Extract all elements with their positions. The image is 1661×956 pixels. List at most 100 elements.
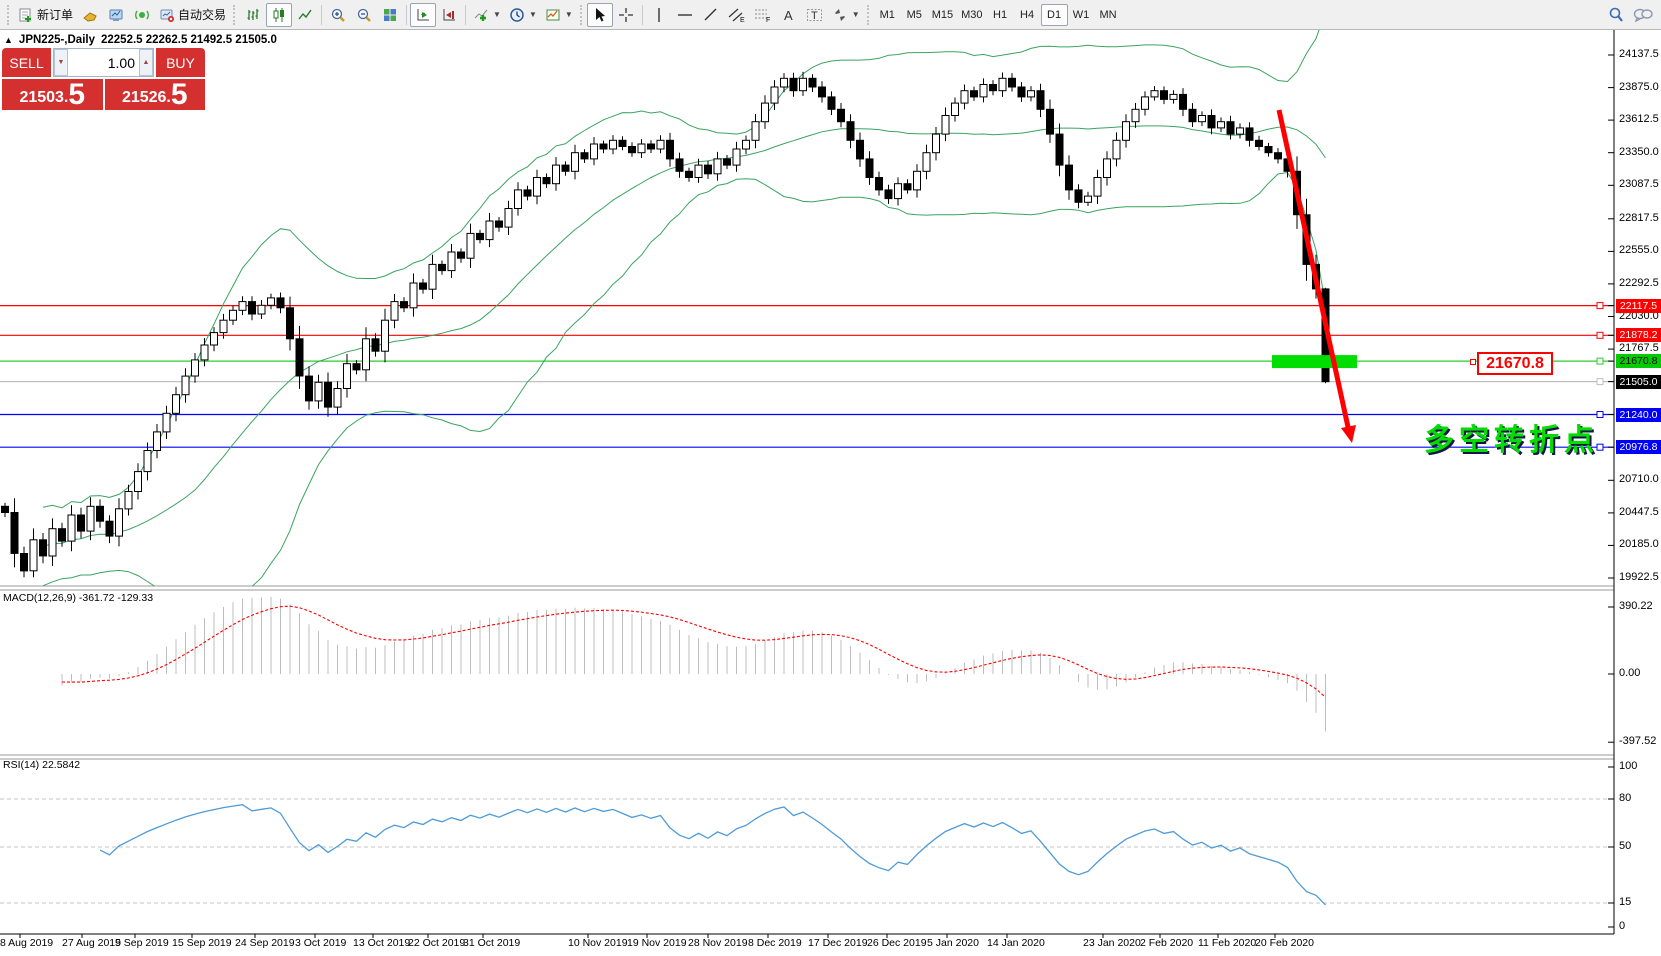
date-tick-label: 26 Dec 2019 — [867, 937, 927, 949]
arrows-button[interactable]: ▼ — [828, 3, 864, 27]
vertical-line-icon — [658, 7, 660, 22]
chart-window: ▲ JPN225-,Daily 22252.5 22262.5 21492.5 … — [0, 30, 1661, 956]
search-button[interactable] — [1603, 3, 1629, 27]
chevron-down-icon[interactable]: ▼ — [851, 10, 860, 19]
turning-point-note[interactable]: 多空转折点 — [1424, 424, 1599, 457]
auto-trading-label: 自动交易 — [178, 8, 227, 22]
volume-up-button[interactable]: ▲ — [139, 49, 153, 76]
fibonacci-icon: F — [754, 9, 770, 23]
candlestick-chart-button[interactable] — [266, 2, 293, 27]
cursor-icon — [595, 7, 605, 21]
buy-price[interactable]: 21526. 5 — [104, 79, 205, 110]
date-tick-label: 24 Sep 2019 — [235, 937, 295, 949]
price-level-badge: 22117.5 — [1616, 299, 1661, 313]
text-label-button[interactable]: T — [802, 3, 828, 27]
zoom-in-button[interactable] — [325, 3, 351, 27]
search-icon — [1609, 7, 1623, 22]
date-tick-label: 27 Aug 2019 — [62, 937, 121, 949]
charts-window-button[interactable] — [103, 3, 129, 27]
templates-button[interactable]: ▼ — [541, 3, 577, 27]
new-order-label: 新订单 — [37, 8, 74, 22]
date-tick-label: 17 Dec 2019 — [808, 937, 868, 949]
sell-price-main: 21503. — [19, 88, 69, 106]
horizontal-line-button[interactable] — [672, 3, 698, 27]
line-chart-button[interactable] — [292, 3, 318, 27]
volume-value[interactable]: 1.00 — [107, 54, 135, 71]
tab-m15[interactable]: M15 — [931, 8, 954, 21]
candlestick-chart-icon — [273, 7, 285, 22]
svg-text:A: A — [784, 8, 793, 23]
chart-shift-button[interactable] — [436, 3, 462, 27]
zoom-out-icon — [357, 8, 371, 22]
price-tick-label: 20710.0 — [1619, 473, 1659, 485]
vertical-line-button[interactable] — [646, 3, 672, 27]
chat-button[interactable] — [1629, 3, 1657, 27]
auto-trading-icon — [160, 9, 175, 22]
date-tick-label: 22 Oct 2019 — [408, 937, 466, 949]
toolbar-grip[interactable] — [233, 4, 237, 25]
toolbar-grip[interactable] — [7, 4, 11, 25]
toolbar-grip[interactable] — [579, 4, 584, 25]
crosshair-button[interactable] — [613, 3, 639, 27]
hline-handle[interactable] — [1470, 359, 1476, 365]
trendline-icon — [704, 8, 717, 20]
price-level-flag[interactable]: 21670.8 — [1477, 352, 1553, 375]
buy-button[interactable]: BUY — [156, 48, 205, 77]
date-tick-label: 11 Feb 2020 — [1198, 937, 1257, 949]
crosshair-icon — [618, 7, 633, 22]
rsi-tick-label: 0 — [1619, 920, 1626, 932]
trendline-button[interactable] — [698, 3, 724, 27]
sell-price[interactable]: 21503. 5 — [2, 79, 103, 110]
new-order-button[interactable]: 新订单 — [14, 3, 77, 27]
ohlc-values: 22252.5 22262.5 21492.5 21505.0 — [101, 34, 277, 46]
tab-h4[interactable]: H4 — [1020, 8, 1035, 21]
signals-button[interactable] — [129, 3, 155, 27]
date-tick-label: 5 Jan 2020 — [927, 937, 979, 949]
zoom-out-button[interactable] — [351, 3, 377, 27]
svg-text:E: E — [740, 17, 745, 23]
equidistant-channel-button[interactable]: E — [724, 3, 750, 27]
price-chart-canvas[interactable] — [0, 30, 1661, 956]
signals-icon — [135, 10, 150, 19]
auto-scroll-icon — [417, 8, 430, 20]
chart-shift-icon — [443, 8, 456, 20]
market-watch-button[interactable] — [77, 3, 103, 27]
text-button[interactable]: A — [776, 3, 802, 27]
chat-icon — [1633, 8, 1653, 22]
indicators-button[interactable]: ▼ — [469, 3, 505, 27]
price-tick-label: 20447.5 — [1619, 506, 1659, 518]
price-tick-label: 23875.0 — [1619, 81, 1659, 93]
text-label-icon: T — [806, 8, 822, 22]
chevron-down-icon[interactable]: ▼ — [528, 10, 537, 19]
tab-m30[interactable]: M30 — [961, 8, 983, 21]
bar-chart-button[interactable] — [240, 3, 266, 27]
chevron-down-icon[interactable]: ▼ — [493, 10, 501, 19]
periods-button[interactable]: ▼ — [505, 3, 541, 27]
tile-windows-button[interactable] — [377, 3, 403, 27]
date-tick-label: 20 Feb 2020 — [1255, 937, 1314, 949]
tab-mn[interactable]: MN — [1099, 8, 1117, 21]
price-tick-label: 19922.5 — [1619, 571, 1659, 583]
date-tick-label: 2 Feb 2020 — [1140, 937, 1194, 949]
auto-trading-button[interactable]: 自动交易 — [155, 3, 230, 27]
toolbar-grip[interactable] — [866, 4, 871, 25]
volume-down-button[interactable]: ▼ — [54, 49, 68, 76]
chevron-down-icon[interactable]: ▼ — [564, 10, 573, 19]
svg-text:F: F — [766, 17, 770, 23]
one-click-collapse-icon[interactable]: ▲ — [4, 35, 13, 45]
rsi-tick-label: 15 — [1619, 896, 1632, 908]
cursor-button[interactable] — [586, 2, 613, 27]
chart-header: ▲ JPN225-,Daily 22252.5 22262.5 21492.5 … — [4, 34, 277, 46]
volume-stepper: ▼ 1.00 ▲ — [53, 48, 154, 77]
tab-m1[interactable]: M1 — [879, 8, 895, 21]
tab-d1[interactable]: D1 — [1040, 3, 1068, 26]
tab-w1[interactable]: W1 — [1072, 8, 1090, 21]
sell-button[interactable]: SELL — [2, 48, 51, 77]
fibonacci-button[interactable]: F — [750, 3, 776, 27]
tab-h1[interactable]: H1 — [993, 8, 1008, 21]
price-level-badge: 21670.8 — [1616, 354, 1661, 368]
charts-window-icon — [109, 9, 123, 21]
sell-price-big-digit: 5 — [68, 77, 86, 111]
tab-m5[interactable]: M5 — [906, 8, 922, 21]
auto-scroll-button[interactable] — [410, 2, 437, 27]
